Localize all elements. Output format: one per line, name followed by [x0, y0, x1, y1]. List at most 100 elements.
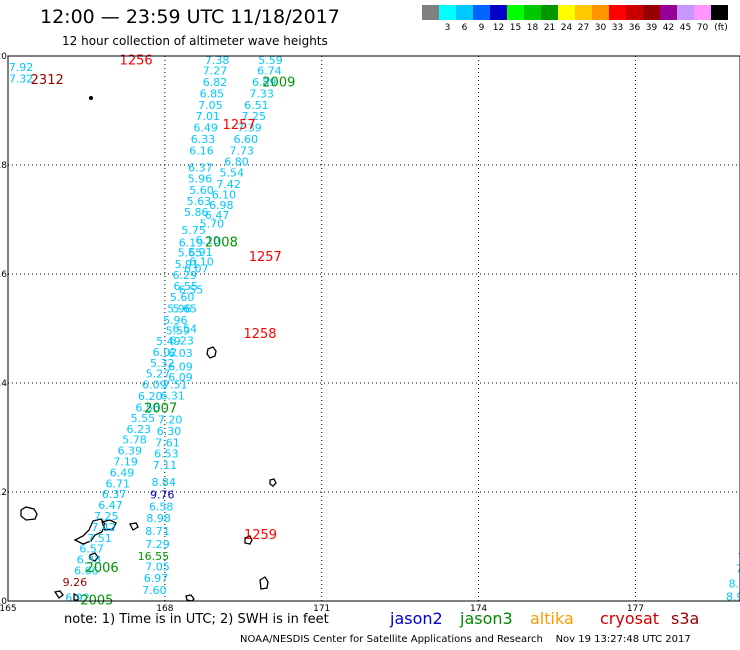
- wave-height-value: 5.32: [150, 357, 175, 370]
- color-scale-label: 42: [662, 23, 675, 33]
- credit-line: NOAA/NESDIS Center for Satellite Applica…: [240, 634, 691, 645]
- wave-height-value: 5.60: [189, 184, 214, 197]
- color-scale-swatch: [439, 5, 456, 20]
- color-scale-label: 12: [492, 23, 505, 33]
- wave-height-value: 7.38: [205, 54, 230, 67]
- satellite-legend-s3a: s3a: [671, 609, 700, 628]
- wave-height-value: 7.73: [229, 144, 254, 157]
- wave-height-value: 7.: [736, 562, 740, 575]
- wave-height-value: 6.47: [98, 499, 123, 512]
- color-scale-label: 39: [645, 23, 658, 33]
- satellite-legend-jason2: jason2: [390, 609, 443, 628]
- wave-height-value: 6.66: [74, 564, 99, 577]
- wave-height-value: 6.49: [110, 466, 135, 479]
- wave-height-value: 9.26: [63, 576, 88, 589]
- wave-height-value: 6.31: [160, 390, 185, 403]
- color-scale-label: 45: [679, 23, 692, 33]
- wave-height-value: 5.65: [172, 302, 197, 315]
- wave-height-value: 6.03: [168, 347, 193, 360]
- pass-time-label: 1257: [249, 250, 282, 265]
- wave-height-value: 6.82: [203, 76, 228, 89]
- wave-height-value: 7.39: [237, 121, 262, 134]
- wave-height-value: 7.25: [94, 510, 119, 523]
- wave-height-value: 5.49: [156, 335, 181, 348]
- island-outlines: [20, 96, 277, 602]
- wave-height-value: 8.98: [146, 512, 171, 525]
- wave-height-value: 5.65: [178, 247, 203, 260]
- pass-time-label: 2007: [144, 402, 177, 417]
- wave-height-value: 6.49: [193, 121, 218, 134]
- wave-height-value: 6.89: [252, 76, 277, 89]
- wave-height-value: 6.54: [172, 323, 197, 336]
- wave-height-value: 7.51: [163, 379, 188, 392]
- color-scale-label: 70: [696, 23, 709, 33]
- wave-height-value: 6.56: [135, 402, 160, 415]
- wave-height-value: 5.86: [184, 206, 209, 219]
- color-scale-swatch: [626, 5, 643, 20]
- pass-time-label: 2009: [262, 76, 295, 91]
- wave-height-value: 7.25: [241, 110, 266, 123]
- wave-height-value: 7.: [737, 551, 740, 564]
- measurement-labels: 7.927.32 7.38 5.59 7.27 6.74 6.82 6.89 6.85 7.33…: [9, 53, 740, 608]
- wave-height-value: 8.9: [726, 591, 740, 604]
- wave-height-value: 5.91: [175, 258, 200, 271]
- wave-height-value: 5.63: [187, 195, 212, 208]
- wave-height-value: 6.85: [200, 88, 225, 101]
- island-outline: [129, 522, 139, 531]
- wave-height-value: 5.91: [188, 246, 213, 259]
- wave-height-value: 6.37: [188, 162, 213, 175]
- satellite-legend-jason3: jason3: [460, 609, 513, 628]
- wave-height-value: 6.07: [184, 263, 209, 276]
- wave-height-value: 8.71: [145, 525, 170, 538]
- island-outline: [185, 594, 195, 602]
- wave-height-value: 5.96: [188, 173, 213, 186]
- island-outline: [244, 535, 253, 545]
- map-grid: 165 168 171 174 177 10 12 14 16 18 20: [0, 52, 740, 614]
- wave-height-value: 8.84: [152, 476, 177, 489]
- pass-time-label: 2008: [205, 235, 238, 250]
- island-outline: [53, 590, 64, 599]
- y-tick-label: 16: [0, 270, 7, 280]
- wave-height-value: 6.57: [79, 543, 104, 556]
- color-scale-swatch: [660, 5, 677, 20]
- wave-height-value: 6.51: [244, 99, 269, 112]
- color-scale-label: 15: [509, 23, 522, 33]
- wave-height-value: 7.92: [9, 61, 34, 74]
- x-tick-label: 174: [470, 604, 487, 614]
- wave-height-value: 6.55: [174, 280, 199, 293]
- wave-height-value: 7.33: [249, 88, 274, 101]
- color-scale-swatch: [592, 5, 609, 20]
- x-tick-label: 177: [627, 604, 644, 614]
- color-scale-swatch: [456, 5, 473, 20]
- wave-height-value: 6.37: [102, 488, 127, 501]
- wave-height-value: 7.32: [9, 72, 34, 85]
- map-frame: [7, 55, 740, 602]
- wave-height-value: 6.10: [212, 188, 237, 201]
- wave-height-value: 6.55: [179, 283, 204, 296]
- wave-height-value: 5.59: [258, 54, 283, 67]
- wave-height-value: 6.10: [189, 255, 214, 268]
- y-tick-label: 18: [0, 161, 7, 171]
- wave-height-value: 6.60: [234, 133, 259, 146]
- wave-height-value: 6.71: [106, 477, 131, 490]
- island-outline: [73, 518, 106, 545]
- pass-time-label: 1259: [244, 528, 277, 543]
- wave-height-value: 6.10: [195, 234, 220, 247]
- wave-height-value: 6.98: [209, 199, 234, 212]
- color-scale-label: 36: [628, 23, 641, 33]
- wave-height-value: 7.61: [155, 436, 180, 449]
- color-scale-swatch: [575, 5, 592, 20]
- color-scale-label: 18: [526, 23, 539, 33]
- color-scale-label: 6: [461, 23, 468, 33]
- color-scale-swatch: [677, 5, 694, 20]
- wave-height-value: 5.54: [220, 167, 245, 180]
- wave-height-value: 6.47: [205, 209, 230, 222]
- wave-height-value: 6.97: [144, 572, 169, 585]
- wave-height-value: 6.80: [224, 156, 249, 169]
- wave-height-value: 8.5: [729, 578, 740, 591]
- wave-height-value: 7.01: [195, 110, 220, 123]
- color-scale-swatch: [541, 5, 558, 20]
- wave-height-value: 5.96: [167, 302, 192, 315]
- wave-height-value: 6.23: [126, 423, 151, 436]
